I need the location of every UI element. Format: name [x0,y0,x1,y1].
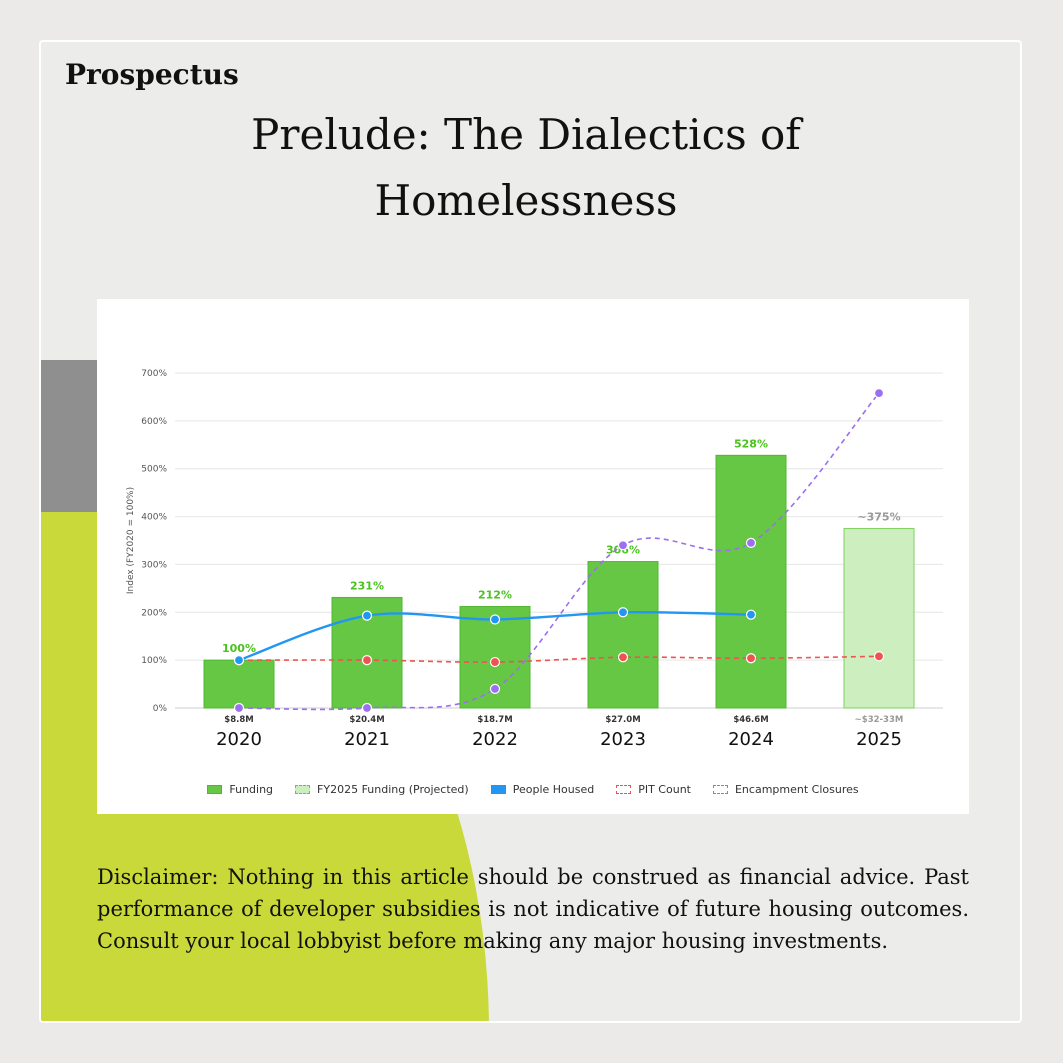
y-tick-label: 700% [141,369,167,379]
legend-label-encampment-closures: Encampment Closures [734,783,859,796]
y-tick-label: 600% [141,417,167,427]
encampment-closures-line [238,392,880,711]
bar-value-label: 231% [350,579,384,592]
bar-amount-label: $27.0M [605,715,640,725]
people-housed-point [489,614,501,625]
encampment-closures-point [489,683,501,694]
chart-panel: 0% 100% 200% 300% 400% 500% 600% 700% Index (FY2… [97,299,969,814]
projected-funding-bar [843,528,915,709]
encampment-closures-point [361,702,373,714]
legend-item-encampment-closures[interactable]: Encampment Closures [712,783,859,796]
funding-bar [715,454,787,709]
legend-label-people-housed: People Housed [512,783,595,796]
x-tick-label: 2021 [344,729,390,750]
y-axis-label: Index (FY2020 = 100%) [126,487,136,594]
x-tick-label: 2023 [600,729,646,750]
encampment-closures-point [873,387,885,399]
encampment-closures-point [617,540,629,551]
legend-swatch-encampment-closures [712,785,728,794]
legend-swatch-people-housed [490,785,506,794]
bar-value-label: ~375% [857,511,900,524]
legend-swatch-projected-funding [295,785,311,794]
y-tick-label: 400% [141,513,167,523]
x-tick-label: 2025 [856,729,902,750]
people-housed-point [745,609,757,620]
people-housed-point [617,607,629,618]
x-tick-label: 2020 [216,729,262,750]
pit-count-point [361,655,373,666]
y-tick-label: 0% [153,704,168,714]
bar-amount-label: $18.7M [477,715,512,725]
x-tick-label: 2022 [472,729,518,750]
legend-item-people-housed[interactable]: People Housed [490,783,595,796]
bar-value-label: 528% [734,437,768,450]
page-title: Prelude: The Dialectics of Homelessness [251,110,801,225]
people-housed-point [233,655,245,666]
bar-amount-label: ~$32-33M [855,715,904,725]
bar-amount-label: $8.8M [224,715,253,725]
encampment-closures-point [745,537,757,548]
y-tick-label: 500% [141,465,167,475]
legend-label-pit-count: PIT Count [638,783,691,796]
y-tick-label: 200% [141,608,167,618]
legend-item-funding[interactable]: Funding [207,783,273,796]
pit-count-line [238,655,880,663]
legend-swatch-pit-count [616,785,632,794]
brand-name: Prospectus [65,58,239,91]
legend-item-projected-funding[interactable]: FY2025 Funding (Projected) [295,783,469,796]
bar-amount-label: $20.4M [349,715,384,725]
article-card: Prospectus Prelude: The Dialectics of Ho… [39,40,1022,1023]
pit-count-point [617,652,629,663]
bar-value-label: 212% [478,589,512,602]
legend-swatch-funding [207,785,223,794]
pit-count-point [745,653,757,664]
pit-count-point [873,651,885,662]
y-tick-label: 100% [141,656,167,666]
y-tick-label: 300% [141,560,167,570]
bar-amount-label: $46.6M [733,715,768,725]
disclaimer-text: Disclaimer: Nothing in this article shou… [97,865,969,953]
funding-bar [203,659,275,709]
index-chart: 0% 100% 200% 300% 400% 500% 600% 700% Index (FY2… [126,369,943,750]
bar-value-label: 100% [222,642,256,655]
chart-legend: Funding FY2025 Funding (Projected) Peopl… [97,783,969,796]
legend-label-funding: Funding [229,783,274,796]
x-tick-label: 2024 [728,729,774,750]
legend-label-projected-funding: FY2025 Funding (Projected) [317,783,469,796]
pit-count-point [489,656,501,668]
people-housed-point [361,610,373,621]
legend-item-pit-count[interactable]: PIT Count [616,783,691,796]
funding-bar [587,561,659,709]
encampment-closures-point [233,702,245,714]
